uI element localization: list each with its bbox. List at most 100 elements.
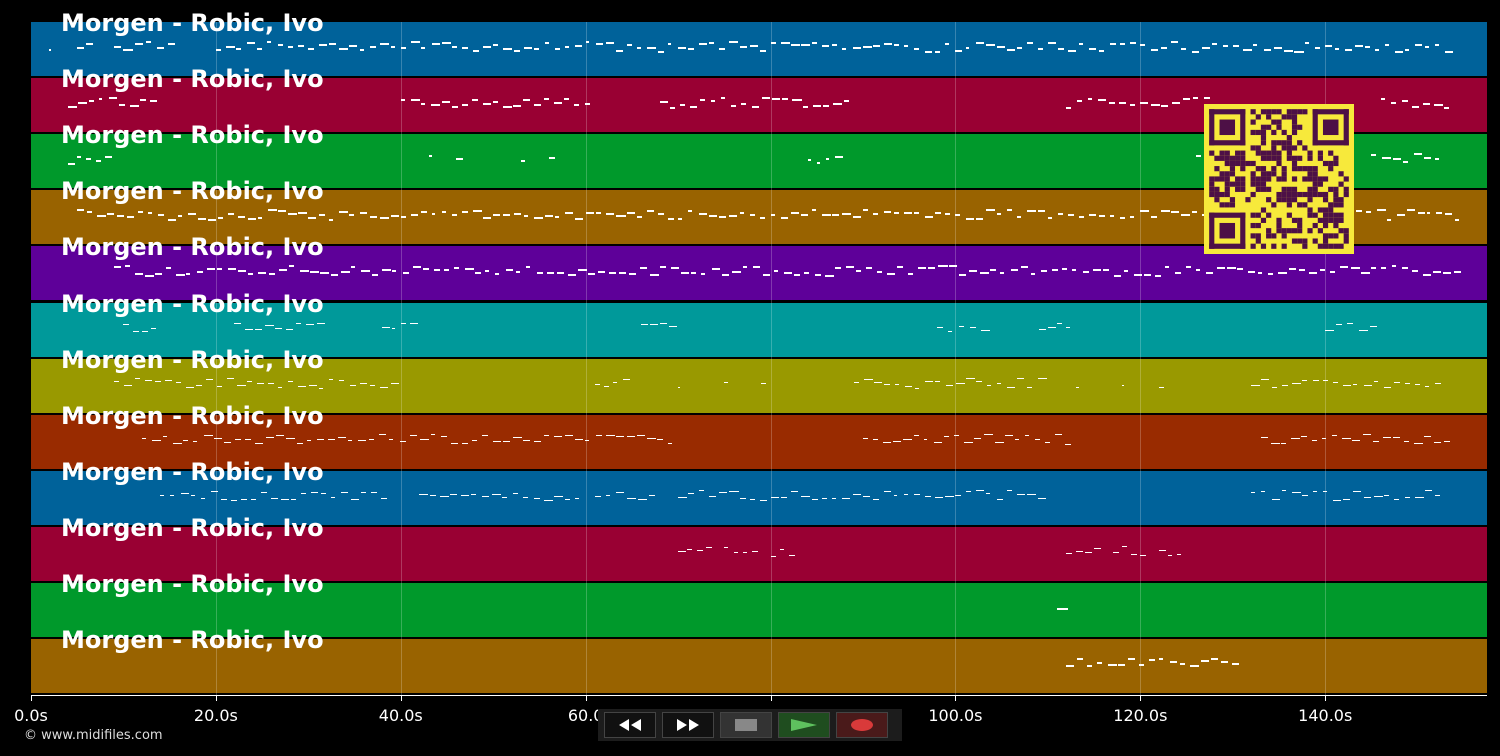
- midi-note: [207, 219, 216, 221]
- midi-note: [647, 47, 657, 49]
- midi-note: [554, 48, 560, 50]
- midi-note: [1261, 378, 1269, 381]
- midi-note: [190, 494, 196, 497]
- midi-note: [1027, 386, 1032, 389]
- midi-note: [943, 435, 949, 438]
- midi-note: [224, 441, 231, 444]
- midi-note: [134, 43, 144, 45]
- midi-note: [826, 158, 830, 160]
- midi-note: [852, 493, 861, 496]
- midi-note: [883, 43, 893, 45]
- midi-note: [1384, 386, 1392, 389]
- midi-note: [533, 497, 540, 500]
- midi-note: [750, 498, 756, 501]
- midi-note: [1432, 271, 1442, 273]
- time-axis: [31, 695, 1487, 696]
- midi-note: [275, 327, 282, 329]
- midi-note: [1203, 97, 1210, 99]
- midi-note: [124, 384, 132, 387]
- midi-note: [667, 218, 675, 220]
- midi-note: [863, 378, 873, 381]
- midi-note: [936, 326, 944, 328]
- midi-note: [1057, 608, 1068, 610]
- midi-note: [1138, 664, 1144, 666]
- midi-note: [964, 441, 974, 444]
- midi-note: [678, 47, 686, 49]
- midi-note: [227, 268, 237, 270]
- midi-note: [1394, 498, 1399, 501]
- midi-note: [1372, 440, 1380, 443]
- midi-note: [1281, 489, 1286, 492]
- stop-button[interactable]: [720, 712, 772, 738]
- midi-note: [650, 323, 659, 325]
- fast-forward-button[interactable]: [662, 712, 714, 738]
- midi-note: [1112, 551, 1119, 554]
- midi-note: [217, 217, 223, 219]
- midi-note: [595, 212, 602, 214]
- midi-note: [391, 327, 396, 329]
- midi-note: [1211, 658, 1218, 660]
- midi-note: [1068, 214, 1074, 216]
- rewind-button[interactable]: [604, 712, 656, 738]
- midi-note: [690, 106, 698, 108]
- midi-note: [627, 497, 637, 500]
- midi-note: [976, 380, 983, 383]
- midi-note: [783, 272, 793, 274]
- midi-note: [321, 492, 327, 495]
- midi-note: [87, 211, 92, 213]
- midi-note: [585, 41, 590, 43]
- midi-note: [1149, 659, 1155, 661]
- midi-note: [95, 160, 101, 162]
- midi-note: [914, 48, 920, 50]
- midi-note: [298, 385, 307, 388]
- midi-note: [913, 434, 920, 437]
- midi-note: [598, 271, 605, 273]
- midi-note: [873, 498, 879, 501]
- midi-note: [965, 490, 971, 493]
- midi-note: [739, 212, 744, 214]
- midi-note: [1221, 661, 1229, 663]
- midi-note: [524, 215, 528, 217]
- midi-note: [856, 270, 861, 272]
- record-button[interactable]: [836, 712, 888, 738]
- midi-note: [368, 438, 374, 441]
- midi-note: [420, 438, 429, 441]
- midi-note: [1332, 434, 1337, 437]
- midi-note: [1144, 274, 1151, 276]
- copyright-text: © www.midifiles.com: [24, 728, 163, 743]
- midi-note: [460, 494, 469, 497]
- play-button[interactable]: [778, 712, 830, 738]
- midi-note: [1180, 663, 1186, 665]
- midi-note: [433, 269, 441, 271]
- midi-note: [318, 387, 323, 390]
- midi-note: [381, 497, 387, 500]
- midi-note: [492, 440, 501, 443]
- midi-note: [564, 498, 571, 501]
- midi-note: [1301, 435, 1307, 438]
- midi-note: [277, 386, 282, 389]
- midi-note: [1394, 51, 1403, 53]
- midi-note: [801, 44, 810, 46]
- midi-note: [667, 43, 672, 45]
- midi-note: [691, 272, 696, 274]
- midi-note: [975, 489, 985, 492]
- midi-note: [761, 97, 770, 99]
- midi-note: [1182, 98, 1191, 100]
- midi-note: [1294, 51, 1304, 53]
- midi-note: [1037, 377, 1047, 380]
- midi-note: [67, 163, 76, 165]
- midi-note: [482, 46, 492, 48]
- midi-note: [230, 499, 238, 502]
- midi-note: [575, 218, 584, 220]
- axis-tick-label: 20.0s: [193, 706, 238, 725]
- midi-note: [1383, 436, 1392, 439]
- midi-note: [1413, 153, 1423, 155]
- midi-note: [1037, 497, 1047, 500]
- midi-note: [132, 330, 139, 332]
- midi-note: [451, 442, 458, 445]
- midi-note: [275, 434, 285, 437]
- midi-note: [296, 322, 301, 324]
- midi-note: [724, 546, 729, 549]
- midi-note: [585, 439, 590, 442]
- midi-note: [1397, 214, 1406, 216]
